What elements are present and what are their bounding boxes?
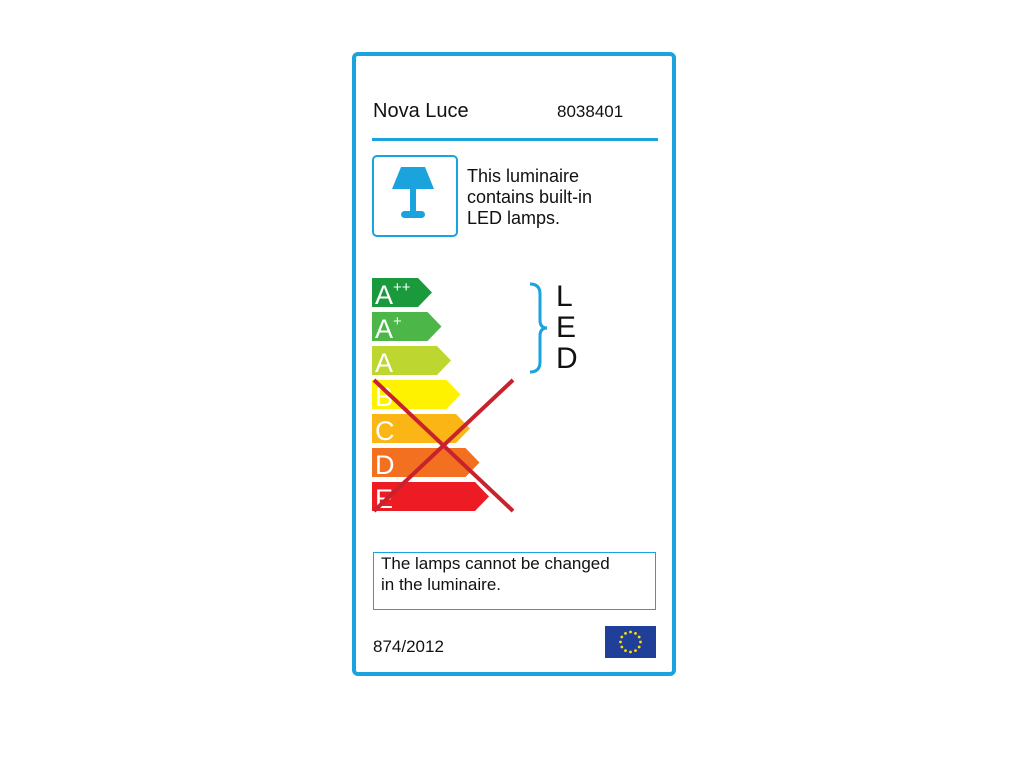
eu-star (629, 650, 632, 654)
led-letter: E (556, 311, 576, 344)
regulation-number: 874/2012 (373, 637, 444, 656)
notice-line: in the luminaire. (381, 575, 502, 594)
eu-flag-icon (605, 626, 656, 658)
lamp-icon (372, 155, 458, 237)
info-text: This luminaire contains built-in LED lam… (467, 166, 592, 229)
notice-line: The lamps cannot be changed (381, 554, 610, 573)
energy-class-label: A (375, 348, 393, 378)
eu-star (619, 640, 622, 644)
notice-text: The lamps cannot be changed in the lumin… (381, 553, 610, 595)
model-number: 8038401 (557, 102, 624, 121)
cross-line (372, 378, 515, 513)
divider (372, 138, 658, 141)
energy-class-label: C (375, 416, 395, 446)
info-line: LED lamps. (467, 208, 561, 228)
notice-box (373, 552, 656, 610)
led-bracket (529, 282, 548, 374)
energy-class-bar (372, 380, 461, 409)
energy-class-bar (372, 312, 442, 341)
energy-label-frame (352, 52, 676, 676)
eu-star (639, 640, 642, 644)
info-line: contains built-in (467, 187, 593, 207)
energy-class-label: A+ (375, 313, 402, 344)
eu-star (629, 630, 632, 634)
eu-star (620, 645, 624, 649)
energy-class-bar (372, 346, 451, 375)
energy-class-label: D (375, 450, 395, 480)
brand-name: Nova Luce (373, 100, 469, 122)
led-letter: L (556, 280, 573, 313)
energy-class-bar (372, 278, 432, 307)
energy-class-label: B (375, 382, 393, 412)
eu-star (624, 649, 627, 653)
energy-class-bar (372, 414, 470, 443)
led-letter: D (556, 342, 578, 375)
eu-star (624, 631, 627, 635)
eu-star (637, 635, 641, 639)
eu-star (620, 635, 624, 639)
eu-star (637, 645, 641, 649)
info-line: This luminaire (467, 166, 580, 186)
eu-star (634, 631, 637, 635)
eu-star (634, 649, 637, 653)
energy-class-bar (372, 482, 489, 511)
